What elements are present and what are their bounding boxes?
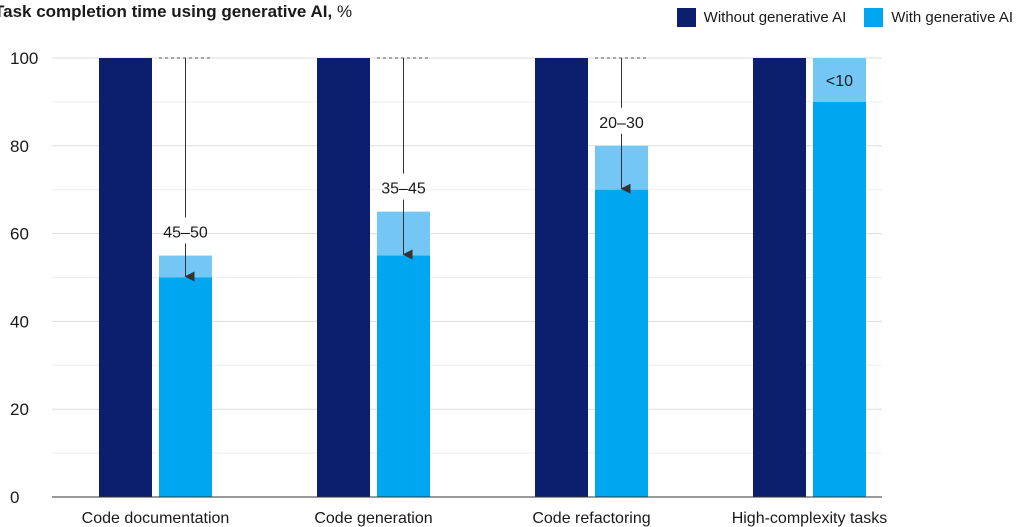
bar-with-ai <box>159 277 212 497</box>
bar-with-ai <box>595 189 648 497</box>
reduction-annotation: <10 <box>826 73 853 90</box>
x-category-label: Code documentation <box>82 510 230 527</box>
legend-item-without: Without generative AI <box>676 8 847 27</box>
y-tick-label: 0 <box>10 488 19 507</box>
y-tick-label: 80 <box>10 137 29 156</box>
legend-item-with: With generative AI <box>864 8 1013 27</box>
legend-label-with: With generative AI <box>891 9 1013 26</box>
bar-without-ai <box>317 58 370 497</box>
x-category-label: High-complexity tasks <box>732 510 888 527</box>
bar-with-ai <box>377 255 430 497</box>
y-tick-label: 40 <box>10 312 29 331</box>
y-tick-label: 20 <box>10 400 29 419</box>
bar-without-ai <box>99 58 152 497</box>
chart-title-text: Task completion time using generative AI… <box>0 2 333 21</box>
reduction-annotation: 20–30 <box>599 115 644 132</box>
bar-with-ai <box>813 101 866 498</box>
bar-without-ai <box>753 58 806 497</box>
legend-swatch-with <box>864 8 884 27</box>
legend-swatch-without <box>676 8 696 27</box>
chart-title: Task completion time using generative AI… <box>0 2 352 22</box>
x-category-label: Code generation <box>314 510 432 527</box>
y-tick-label: 60 <box>10 225 29 244</box>
reduction-annotation: 45–50 <box>163 225 208 242</box>
x-category-label: Code refactoring <box>532 510 650 527</box>
chart-legend: Without generative AI With generative AI <box>659 8 1013 27</box>
bar-range-extension <box>813 58 866 102</box>
reduction-annotation: 35–45 <box>381 181 426 198</box>
legend-label-without: Without generative AI <box>703 9 847 26</box>
chart-title-unit: % <box>336 2 353 21</box>
bar-without-ai <box>535 58 588 497</box>
y-tick-label: 100 <box>10 49 38 68</box>
